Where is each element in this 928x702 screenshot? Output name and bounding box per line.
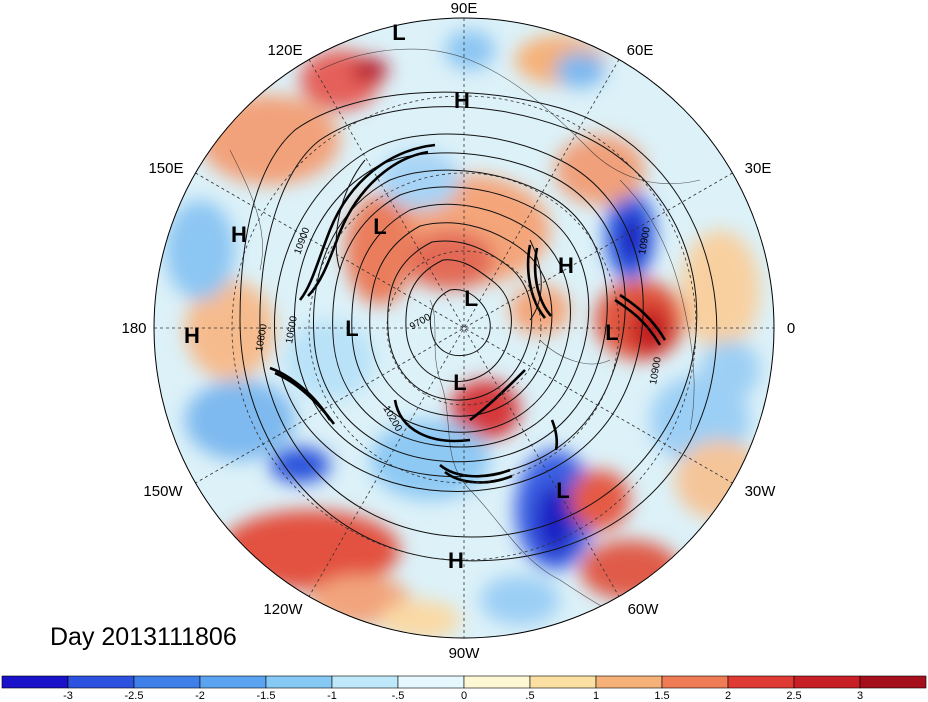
lon-label-180: 180 xyxy=(121,320,146,337)
lon-label-120e: 120E xyxy=(267,42,302,59)
colorbar-tick-label: 2.5 xyxy=(786,690,801,702)
graticule xyxy=(154,18,774,638)
colorbar: -3 -2.5 -2 -1.5 -1 -.5 0 .5 1 1.5 2 2.5 3 xyxy=(1,675,927,702)
colorbar-swatch xyxy=(397,675,465,689)
high-pressure-marker: H xyxy=(454,88,470,113)
lon-label-150e: 150E xyxy=(148,160,183,177)
lon-label-90e: 90E xyxy=(451,0,478,17)
colorbar-swatch xyxy=(199,675,267,689)
colorbar-swatch xyxy=(727,675,795,689)
high-pressure-marker: H xyxy=(184,323,200,348)
colorbar-swatch xyxy=(463,675,531,689)
high-pressure-marker: H xyxy=(231,222,247,247)
lon-label-90w: 90W xyxy=(449,645,481,662)
contour-label: 10900 xyxy=(648,356,664,386)
jet-stream-contours xyxy=(269,143,667,484)
colorbar-swatch xyxy=(661,675,729,689)
low-pressure-marker: L xyxy=(392,20,405,45)
longitude-labels: 90E 60E 30E 0 30W 60W 90W 120W 150W 180 … xyxy=(121,0,795,662)
lon-label-60w: 60W xyxy=(628,601,660,618)
colorbar-tick-label: .5 xyxy=(525,690,534,702)
lon-label-0: 0 xyxy=(787,320,795,337)
high-pressure-marker: H xyxy=(558,253,574,278)
colorbar-swatch xyxy=(67,675,135,689)
colorbar-swatch xyxy=(265,675,333,689)
colorbar-swatch xyxy=(133,675,201,689)
colorbar-tick-label: -1 xyxy=(327,690,337,702)
colorbar-tick-label: 0 xyxy=(461,690,467,702)
colorbar-tick-label: -.5 xyxy=(392,690,405,702)
colorbar-tick-label: -2 xyxy=(195,690,205,702)
low-pressure-marker: L xyxy=(464,286,477,311)
colorbar-swatch xyxy=(793,675,861,689)
colorbar-swatch xyxy=(529,675,597,689)
low-pressure-marker: L xyxy=(373,214,386,239)
colorbar-tick-label: -2.5 xyxy=(125,690,144,702)
height-contours xyxy=(239,91,718,562)
colorbar-swatch xyxy=(1,675,69,689)
low-pressure-marker: L xyxy=(556,478,569,503)
colorbar-tick-label: 3 xyxy=(857,690,863,702)
high-pressure-marker: H xyxy=(448,548,464,573)
contour-label: 10600 xyxy=(284,315,300,345)
colorbar-swatch xyxy=(331,675,399,689)
coastline-outlines xyxy=(229,48,701,631)
colorbar-tick-label: 2 xyxy=(725,690,731,702)
map-boundary xyxy=(153,17,775,639)
colorbar-tick-label: -1.5 xyxy=(257,690,276,702)
lon-label-150w: 150W xyxy=(143,483,183,500)
colorbar-swatch xyxy=(595,675,663,689)
lon-label-60e: 60E xyxy=(627,42,654,59)
lon-label-30w: 30W xyxy=(745,483,777,500)
low-pressure-marker: L xyxy=(605,320,618,345)
colorbar-tick-label: -3 xyxy=(63,690,73,702)
lon-label-120w: 120W xyxy=(263,601,303,618)
colorbar-tick-label: 1 xyxy=(593,690,599,702)
colorbar-swatch xyxy=(859,675,927,689)
date-label: Day 2013111806 xyxy=(50,623,237,651)
low-pressure-marker: L xyxy=(345,316,358,341)
contour-label: 10800 xyxy=(254,323,270,353)
lon-label-30e: 30E xyxy=(745,160,772,177)
contour-label: 10900 xyxy=(637,226,653,256)
colorbar-tick-label: 1.5 xyxy=(654,690,669,702)
anomaly-field xyxy=(154,18,774,638)
low-pressure-marker: L xyxy=(453,370,466,395)
pressure-system-markers: L H L H H L L L L L H L H xyxy=(184,20,619,573)
